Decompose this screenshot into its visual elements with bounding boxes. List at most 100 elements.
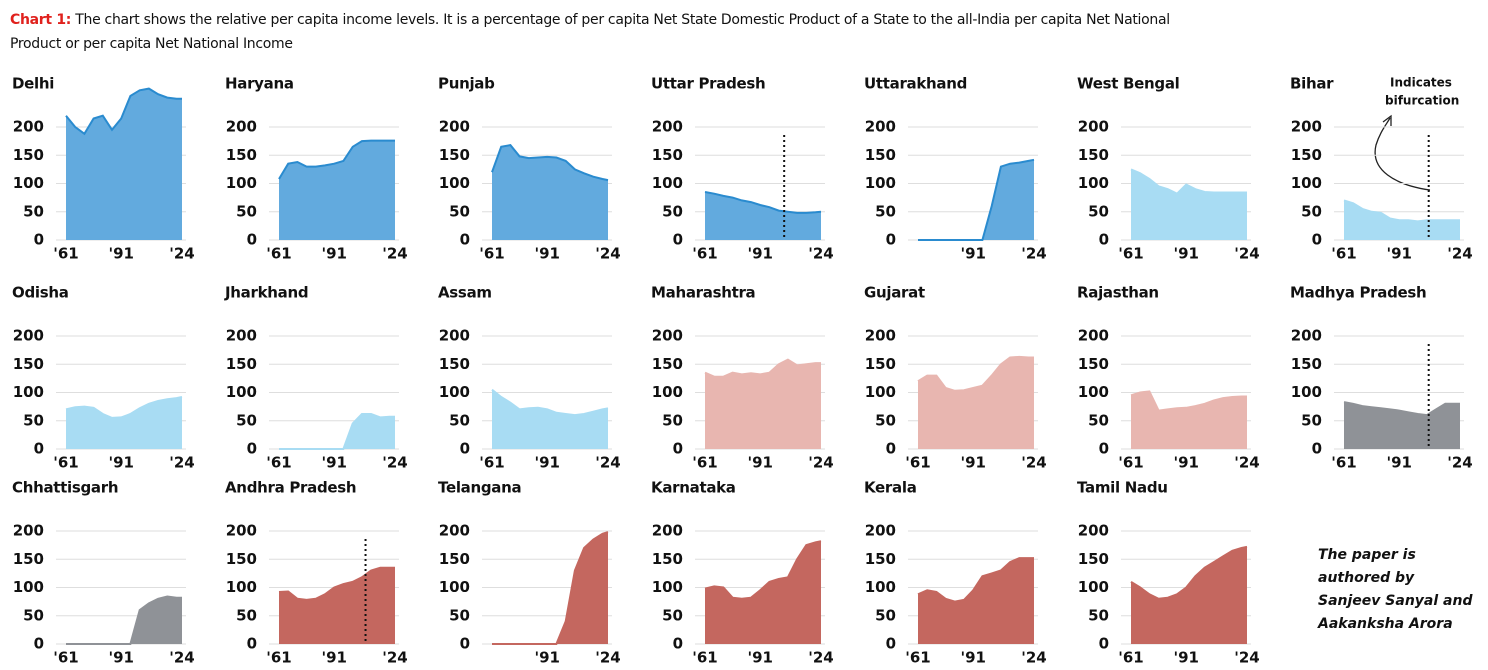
y-tick-label: 200 <box>1291 327 1322 345</box>
y-tick-label: 150 <box>865 355 896 373</box>
y-tick-label: 150 <box>13 146 44 164</box>
chart-title: Product or per capita Net National Incom… <box>10 36 293 52</box>
x-tick-label: '91 <box>1174 454 1199 472</box>
y-tick-label: 200 <box>865 522 896 540</box>
y-tick-label: 150 <box>226 146 257 164</box>
y-tick-label: 0 <box>1312 231 1322 249</box>
y-tick-label: 100 <box>1291 174 1322 192</box>
y-tick-label: 0 <box>34 635 44 653</box>
x-tick-label: '61 <box>692 245 717 263</box>
y-tick-label: 100 <box>226 578 257 596</box>
y-tick-label: 50 <box>1088 411 1109 429</box>
y-tick-label: 200 <box>13 118 44 136</box>
y-tick-label: 50 <box>23 606 44 624</box>
y-tick-label: 150 <box>652 146 683 164</box>
y-tick-label: 50 <box>236 606 257 624</box>
area <box>918 356 1034 449</box>
x-tick-label: '91 <box>748 245 773 263</box>
y-tick-label: 150 <box>652 550 683 568</box>
y-tick-label: 0 <box>34 440 44 458</box>
x-tick-label: '91 <box>535 245 560 263</box>
area <box>1131 391 1247 449</box>
panel-title: Telangana <box>438 479 521 497</box>
y-tick-label: 200 <box>226 522 257 540</box>
x-tick-label: '91 <box>109 649 134 667</box>
area <box>918 558 1034 644</box>
y-tick-label: 0 <box>34 231 44 249</box>
area <box>492 532 608 644</box>
y-tick-label: 150 <box>439 355 470 373</box>
x-tick-label: '24 <box>382 454 407 472</box>
x-tick-label: '61 <box>479 454 504 472</box>
y-tick-label: 150 <box>226 550 257 568</box>
line <box>704 358 821 378</box>
y-tick-label: 200 <box>865 327 896 345</box>
panel-title: Assam <box>438 284 492 302</box>
y-tick-label: 150 <box>865 550 896 568</box>
line <box>491 388 609 417</box>
y-tick-label: 0 <box>460 231 470 249</box>
line <box>65 87 182 136</box>
y-tick-label: 100 <box>13 174 44 192</box>
panel-title: Uttarakhand <box>864 75 967 93</box>
area <box>66 88 182 240</box>
y-tick-label: 100 <box>439 383 470 401</box>
x-tick-label: '91 <box>961 454 986 472</box>
area <box>1131 546 1247 644</box>
x-tick-label: '61 <box>905 649 930 667</box>
line <box>917 557 1034 603</box>
y-tick-label: 150 <box>1078 355 1109 373</box>
panel-title: Kerala <box>864 479 917 497</box>
y-tick-label: 150 <box>226 355 257 373</box>
x-tick-label: '24 <box>1447 454 1472 472</box>
line <box>491 144 609 182</box>
y-tick-label: 200 <box>1078 118 1109 136</box>
x-tick-label: '91 <box>109 245 134 263</box>
panel-title: Haryana <box>225 75 294 93</box>
y-tick-label: 200 <box>439 118 470 136</box>
x-tick-label: '61 <box>905 454 930 472</box>
line <box>917 355 1034 392</box>
x-tick-label: '24 <box>169 649 194 667</box>
y-tick-label: 50 <box>23 411 44 429</box>
x-tick-label: '91 <box>1387 245 1412 263</box>
y-tick-label: 0 <box>886 635 896 653</box>
y-tick-label: 100 <box>439 578 470 596</box>
x-tick-label: '24 <box>808 245 833 263</box>
x-tick-label: '91 <box>322 245 347 263</box>
line <box>1130 390 1247 412</box>
x-tick-label: '61 <box>266 454 291 472</box>
line <box>66 595 182 645</box>
area <box>918 159 1034 240</box>
panel-title: Tamil Nadu <box>1077 479 1168 497</box>
y-tick-label: 150 <box>1078 550 1109 568</box>
y-tick-label: 150 <box>652 355 683 373</box>
panel-title: Chhattisgarh <box>12 479 118 497</box>
y-tick-label: 200 <box>1291 118 1322 136</box>
y-tick-label: 0 <box>886 231 896 249</box>
x-tick-label: '61 <box>53 454 78 472</box>
x-tick-label: '24 <box>169 245 194 263</box>
line <box>1343 401 1460 417</box>
chart-title: The chart shows the relative per capita … <box>74 12 1170 28</box>
line <box>1130 168 1247 195</box>
line <box>492 531 609 645</box>
panel-title: Bihar <box>1290 75 1334 93</box>
panel-title: Punjab <box>438 75 495 93</box>
y-tick-label: 100 <box>1078 383 1109 401</box>
x-tick-label: '24 <box>1021 649 1046 667</box>
y-tick-label: 50 <box>662 202 683 220</box>
y-tick-label: 200 <box>1078 327 1109 345</box>
y-tick-label: 50 <box>662 606 683 624</box>
x-tick-label: '24 <box>595 245 620 263</box>
y-tick-label: 0 <box>247 231 257 249</box>
x-tick-label: '61 <box>1331 245 1356 263</box>
line <box>278 139 395 180</box>
x-tick-label: '61 <box>479 245 504 263</box>
x-tick-label: '61 <box>53 649 78 667</box>
y-tick-label: 50 <box>23 202 44 220</box>
annotation: bifurcation <box>1385 94 1459 108</box>
y-tick-label: 200 <box>652 327 683 345</box>
y-tick-label: 150 <box>13 550 44 568</box>
